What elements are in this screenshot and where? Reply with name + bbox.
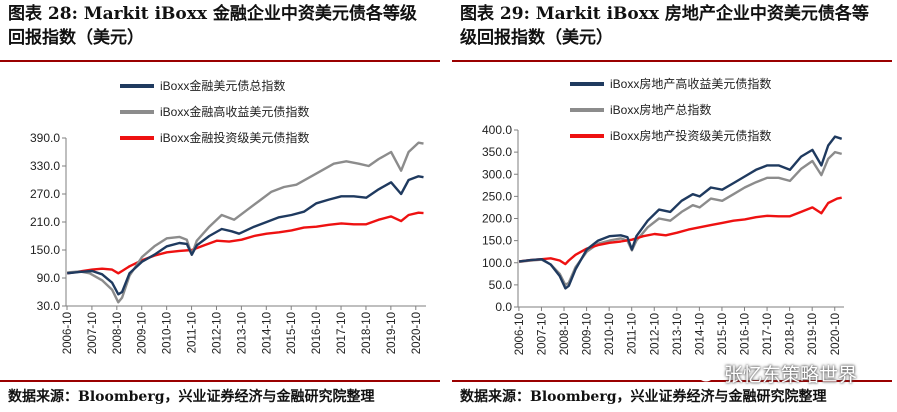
x-tick-label: 2020-10 [830, 313, 842, 355]
y-tick-label: 300.0 [482, 167, 512, 181]
y-tick-label: 150.0 [482, 234, 512, 248]
x-tick-label: 2009-10 [582, 313, 594, 355]
y-tick-label: 50.0 [489, 278, 513, 292]
line-chart-svg: 30.0 90.0 150.0 210.0 270.0 330.0 390.0 2006-10… [30, 78, 426, 354]
right-chart-panel: 图表 29: Markit iBoxx 房地产企业中资美元债各等级回报指数（美元… [452, 0, 892, 412]
x-tick-label: 2014-10 [694, 313, 706, 355]
x-tick-label: 2013-10 [236, 312, 248, 354]
series-line-1 [518, 135, 843, 290]
x-tick-label: 2010-10 [604, 313, 616, 355]
y-tick-label: 390.0 [30, 131, 60, 145]
x-tick-label: 2006-10 [62, 312, 74, 354]
x-tick-label: 2013-10 [672, 313, 684, 355]
chart-title: 图表 29: Markit iBoxx 房地产企业中资美元债各等级回报指数（美元… [460, 4, 869, 48]
left-chart-panel: 图表 28: Markit iBoxx 金融企业中资美元债各等级回报指数（美元）… [0, 0, 440, 412]
x-tick-label: 2018-10 [785, 313, 797, 355]
y-tick-label: 210.0 [30, 215, 60, 229]
y-tick-label: 250.0 [482, 189, 512, 203]
series-line-2 [518, 150, 843, 287]
legend-label: iBoxx房地产总指数 [610, 102, 711, 117]
x-tick-label: 2014-10 [261, 312, 273, 354]
x-tick-label: 2016-10 [311, 312, 323, 354]
y-tick-label: 400.0 [482, 123, 512, 137]
x-tick-label: 2007-10 [87, 312, 99, 354]
divider [0, 60, 440, 62]
x-tick-label: 2015-10 [286, 312, 298, 354]
x-tick-label: 2008-10 [559, 313, 571, 355]
series-line-3 [518, 196, 842, 266]
x-tick-label: 2020-10 [411, 312, 423, 354]
x-tick-label: 2017-10 [336, 312, 348, 354]
chart-title: 图表 28: Markit iBoxx 金融企业中资美元债各等级回报指数（美元） [8, 4, 417, 48]
x-tick-label: 2015-10 [717, 313, 729, 355]
source-note: 数据来源：Bloomberg，兴业证券经济与金融研究院整理 [460, 389, 827, 405]
x-tick-label: 2011-10 [187, 312, 199, 353]
y-tick-label: 330.0 [30, 159, 60, 173]
x-tick-label: 2008-10 [112, 312, 124, 354]
watermark-text: 张忆东策略世界 [724, 364, 858, 386]
x-tick-label: 2019-10 [386, 312, 398, 354]
y-tick-label: 30.0 [37, 299, 61, 313]
x-tick-label: 2011-10 [627, 313, 639, 354]
wechat-icon [689, 364, 714, 382]
x-tick-label: 2010-10 [162, 312, 174, 354]
x-tick-label: 2018-10 [361, 312, 373, 354]
series-line-2 [67, 141, 424, 304]
y-tick-label: 150.0 [30, 243, 60, 257]
x-tick-label: 2019-10 [807, 313, 819, 355]
x-tick-label: 2007-10 [536, 313, 548, 355]
legend-label: iBoxx房地产高收益美元债指数 [610, 76, 771, 91]
watermark: 张忆东策略世界 [688, 360, 888, 388]
x-tick-label: 2016-10 [740, 313, 752, 355]
legend-label: iBoxx房地产投资级美元债指数 [610, 128, 771, 143]
divider [452, 380, 892, 382]
x-tick-label: 2006-10 [514, 313, 526, 355]
y-tick-label: 90.0 [37, 271, 61, 285]
legend-label: iBoxx金融投资级美元债指数 [160, 130, 309, 145]
x-tick-label: 2009-10 [137, 312, 149, 354]
x-tick-label: 2017-10 [762, 313, 774, 355]
y-tick-label: 270.0 [30, 187, 60, 201]
y-tick-label: 100.0 [482, 256, 512, 270]
legend-label: iBoxx金融美元债总指数 [160, 78, 285, 93]
divider [452, 60, 892, 62]
series-line-3 [67, 211, 424, 275]
source-note: 数据来源：Bloomberg，兴业证券经济与金融研究院整理 [8, 389, 375, 405]
x-tick-label: 2012-10 [649, 313, 661, 355]
y-tick-label: 0.0 [495, 300, 512, 314]
y-tick-label: 350.0 [482, 145, 512, 159]
legend-label: iBoxx金融高收益美元债指数 [160, 104, 309, 119]
y-tick-label: 200.0 [482, 212, 512, 226]
series-line-1 [67, 175, 424, 296]
line-chart-svg: 0.0 50.0 100.0 150.0 200.0 250.0 300.0 350.0 400… [482, 76, 844, 355]
divider [0, 380, 440, 382]
x-tick-label: 2012-10 [211, 312, 223, 354]
